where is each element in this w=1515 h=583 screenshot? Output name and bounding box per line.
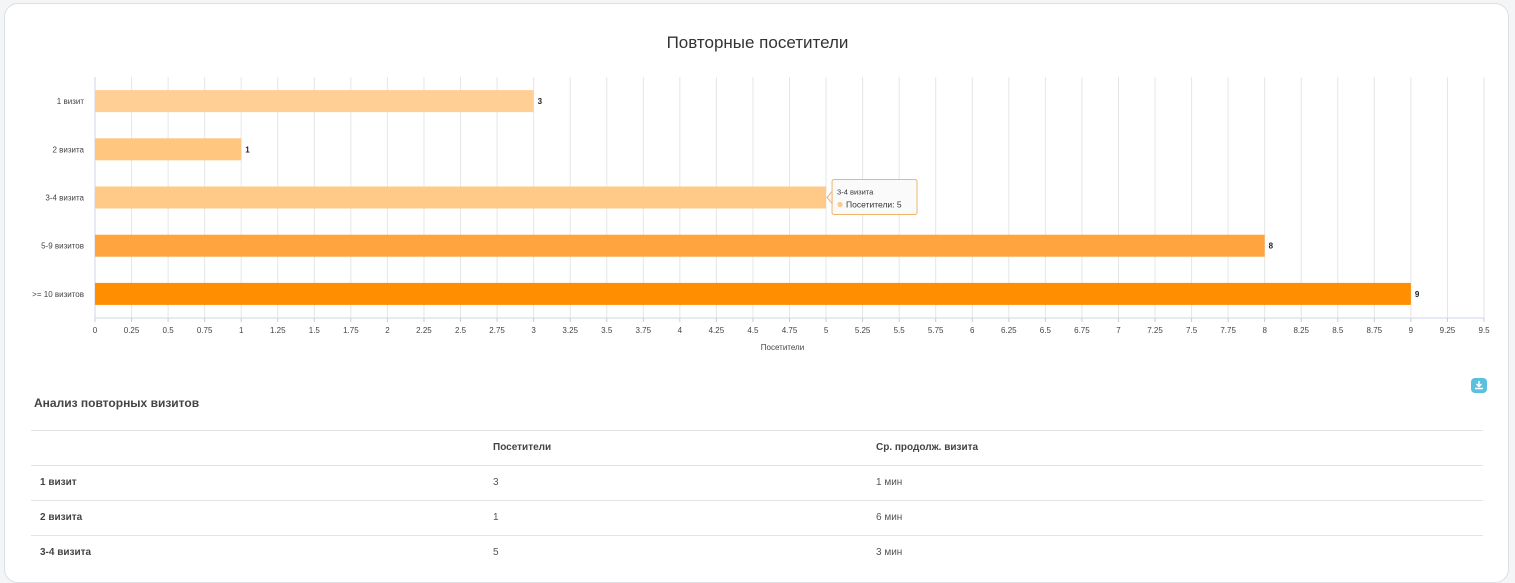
- bar: [95, 138, 242, 161]
- row-duration: 3 мин: [876, 547, 903, 558]
- x-tick-label: 4.75: [782, 326, 798, 335]
- x-tick-label: 8.25: [1293, 326, 1309, 335]
- data-label: 8: [1269, 242, 1274, 251]
- x-tick-label: 0.75: [197, 326, 213, 335]
- row-duration: 6 мин: [876, 512, 903, 523]
- x-tick-label: 0.5: [163, 326, 175, 335]
- x-tick-label: 6.25: [1001, 326, 1017, 335]
- x-tick-label: 2: [385, 326, 390, 335]
- table-row: 3-4 визита 5 3 мин: [31, 535, 1483, 570]
- x-tick-label: 9.25: [1440, 326, 1456, 335]
- bar: [95, 90, 534, 113]
- x-tick-label: 1.75: [343, 326, 359, 335]
- download-icon: [1475, 381, 1483, 390]
- row-visitors: 5: [493, 547, 499, 558]
- y-tick-label: 2 визита: [52, 145, 84, 154]
- x-tick-label: 7.5: [1186, 326, 1198, 335]
- download-button[interactable]: [1471, 378, 1487, 393]
- x-tick-label: 8.5: [1332, 326, 1344, 335]
- bar: [95, 234, 1265, 257]
- data-label: 9: [1415, 290, 1420, 299]
- chart-title: Повторные посетители: [666, 33, 849, 52]
- x-tick-label: 7.75: [1220, 326, 1236, 335]
- table-header-visitors: Посетители: [493, 442, 552, 453]
- x-tick-label: 0: [93, 326, 98, 335]
- x-tick-label: 6.75: [1074, 326, 1090, 335]
- x-tick-label: 2.5: [455, 326, 467, 335]
- row-duration: 1 мин: [876, 477, 903, 488]
- row-visitors: 3: [493, 477, 499, 488]
- x-tick-label: 0.25: [124, 326, 140, 335]
- row-visitors: 1: [493, 512, 499, 523]
- row-label: 1 визит: [40, 477, 77, 488]
- y-tick-label: >= 10 визитов: [32, 290, 84, 299]
- x-tick-label: 4.5: [747, 326, 759, 335]
- x-tick-label: 2.75: [489, 326, 505, 335]
- x-tick-label: 3.5: [601, 326, 613, 335]
- tooltip-marker: [837, 201, 843, 208]
- x-tick-label: 5: [824, 326, 829, 335]
- x-tick-label: 5.5: [894, 326, 906, 335]
- bar: [95, 282, 1411, 305]
- y-tick-label: 1 визит: [57, 97, 85, 106]
- y-tick-label: 3-4 визита: [45, 194, 84, 203]
- x-tick-label: 7.25: [1147, 326, 1163, 335]
- x-tick-label: 2.25: [416, 326, 432, 335]
- x-tick-label: 3.25: [562, 326, 578, 335]
- x-tick-label: 6.5: [1040, 326, 1052, 335]
- x-tick-label: 4.25: [709, 326, 725, 335]
- table-header-row: Посетители Ср. продолж. визита: [31, 430, 1483, 465]
- row-label: 3-4 визита: [40, 547, 92, 558]
- table-row: 2 визита 1 6 мин: [31, 500, 1483, 535]
- x-tick-label: 1: [239, 326, 244, 335]
- x-tick-label: 9: [1409, 326, 1414, 335]
- tooltip-pointer: [826, 190, 833, 205]
- data-label: 1: [245, 145, 250, 154]
- x-tick-label: 3.75: [636, 326, 652, 335]
- x-tick-label: 8.75: [1367, 326, 1383, 335]
- x-tick-label: 5.25: [855, 326, 871, 335]
- tooltip-value: Посетители: 5: [846, 200, 902, 210]
- row-label: 2 визита: [40, 512, 83, 523]
- repeat-visits-table: Посетители Ср. продолж. визита 1 визит 3…: [31, 430, 1483, 570]
- bar: [95, 186, 827, 209]
- table-title: Анализ повторных визитов: [34, 396, 200, 410]
- table-row: 1 визит 3 1 мин: [31, 465, 1483, 500]
- table-header-duration: Ср. продолж. визита: [876, 442, 979, 453]
- x-tick-label: 8: [1262, 326, 1267, 335]
- y-tick-label: 5-9 визитов: [41, 242, 84, 251]
- x-axis-title: Посетители: [761, 343, 804, 352]
- x-tick-label: 7: [1116, 326, 1121, 335]
- x-tick-label: 6: [970, 326, 975, 335]
- data-label: 3: [538, 97, 543, 106]
- x-tick-label: 3: [531, 326, 536, 335]
- x-tick-label: 9.5: [1478, 326, 1490, 335]
- x-tick-label: 1.5: [309, 326, 321, 335]
- repeat-visitors-chart: 0 0.25 0.5 0.75 1 1.25 1.5 1.75 2 2.25 2.5 2.75 3 3.2…: [32, 77, 1490, 352]
- x-tick-label: 1.25: [270, 326, 286, 335]
- x-tick-label: 5.75: [928, 326, 944, 335]
- x-tick-label: 4: [678, 326, 683, 335]
- tooltip-category: 3-4 визита: [837, 188, 874, 197]
